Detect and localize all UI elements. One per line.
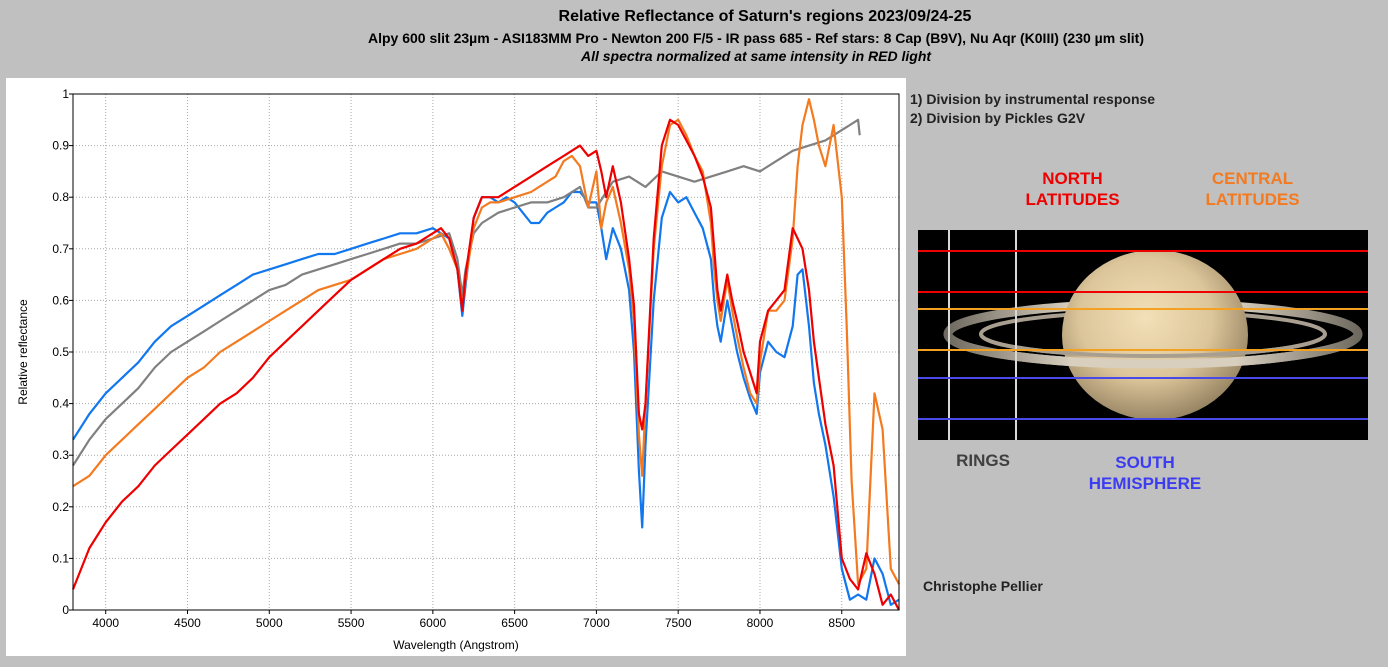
processing-notes: 1) Division by instrumental response 2) … (910, 90, 1155, 128)
x-tick-label: 4500 (174, 616, 201, 630)
y-tick-label: 0.5 (52, 345, 69, 359)
note-instrumental: 1) Division by instrumental response (910, 91, 1156, 107)
y-tick-label: 0.2 (52, 500, 69, 514)
x-tick-label: 7500 (665, 616, 692, 630)
saturn-illustration (918, 230, 1368, 440)
saturn-image (918, 230, 1368, 440)
x-tick-label: 5500 (338, 616, 365, 630)
x-tick-label: 6000 (419, 616, 446, 630)
x-tick-label: 6500 (501, 616, 528, 630)
y-tick-label: 0.7 (52, 242, 69, 256)
reflectance-chart: 4000 4500 5000 5500 6000 6500 7000 7500 8000 8500… (16, 87, 900, 652)
central-label-line1: CENTRAL (1211, 169, 1294, 188)
series-line-north (71, 118, 900, 611)
series-line-central (72, 98, 900, 586)
author-credit: Christophe Pellier (923, 578, 1043, 594)
south-label-line1: SOUTH (1115, 453, 1175, 472)
central-label-line2: LATITUDES (1205, 190, 1300, 209)
ring-front (943, 333, 1363, 369)
chart-title: Relative Reflectance of Saturn's regions… (558, 8, 972, 25)
south-label-line2: HEMISPHERE (1088, 474, 1202, 493)
y-tick-label: 0.8 (52, 190, 69, 204)
y-tick-label: 0 (62, 603, 69, 617)
y-axis-label: Relative reflectance (16, 299, 30, 405)
normalization-note: All spectra normalized at same intensity… (580, 48, 932, 64)
chart-subtitle: Alpy 600 slit 23µm - ASI183MM Pro - Newt… (368, 30, 1144, 46)
series-line-south (72, 190, 900, 606)
note-pickles: 2) Division by Pickles G2V (910, 110, 1086, 126)
central-latitudes-label: CENTRAL LATITUDES (1190, 168, 1315, 210)
y-tick-label: 0.6 (52, 293, 69, 307)
y-tick-label: 0.4 (52, 397, 69, 411)
x-tick-label: 8000 (747, 616, 774, 630)
x-axis-label: Wavelength (Angstrom) (393, 638, 519, 652)
x-tick-label: 7000 (583, 616, 610, 630)
north-label-line2: LATITUDES (1025, 190, 1120, 209)
rings-label: RINGS (956, 451, 1010, 470)
y-tick-label: 0.3 (52, 448, 69, 462)
north-label-line1: NORTH (1042, 169, 1103, 188)
x-tick-label: 8500 (828, 616, 855, 630)
ring-front-inner (979, 333, 1327, 358)
south-hemisphere-label: SOUTH HEMISPHERE (1070, 452, 1220, 494)
north-latitudes-label: NORTH LATITUDES (1010, 168, 1135, 210)
saturn-globe (1062, 250, 1248, 420)
y-tick-label: 0.1 (52, 551, 69, 565)
y-tick-label: 0.9 (52, 139, 69, 153)
x-tick-label: 5000 (256, 616, 283, 630)
x-tick-label: 4000 (92, 616, 119, 630)
y-tick-label: 1 (62, 87, 69, 101)
plot-panel: 4000 4500 5000 5500 6000 6500 7000 7500 8000 8500… (6, 78, 906, 656)
